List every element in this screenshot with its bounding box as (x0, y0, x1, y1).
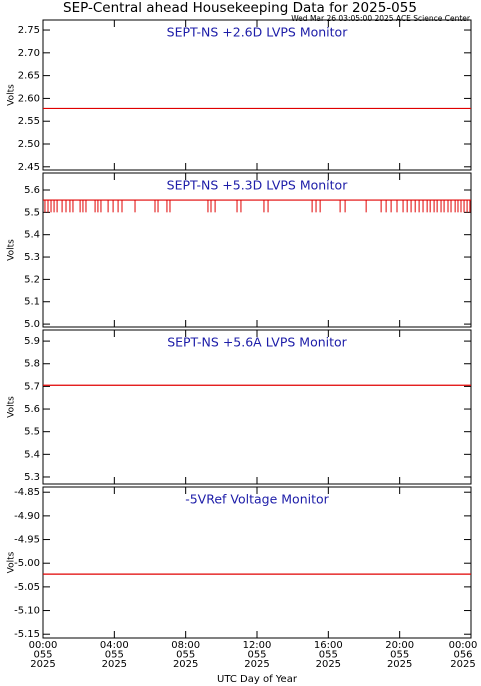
y-tick-label: 5.3 (24, 472, 40, 483)
y-tick-label: 2.55 (18, 116, 40, 127)
y-tick-label: 5.7 (24, 381, 40, 392)
y-tick-label: 5.4 (24, 230, 40, 241)
x-tick-label: 2025 (102, 659, 127, 670)
x-tick-label: 2025 (173, 659, 198, 670)
panel-title: -5VRef Voltage Monitor (185, 492, 329, 507)
x-tick-label: 055 (33, 650, 52, 661)
y-tick-label: -4.95 (14, 535, 40, 546)
panel-frame (42, 19, 472, 171)
y-tick-label: 2.65 (18, 71, 40, 82)
y-tick-label: -5.05 (14, 582, 40, 593)
x-tick-label: 055 (105, 650, 124, 661)
y-tick-label: 2.50 (18, 139, 40, 150)
x-tick-label: 08:00 (171, 640, 200, 651)
y-tick-label: 5.2 (24, 274, 40, 285)
x-tick-label: 12:00 (243, 640, 272, 651)
y-tick-label: 2.45 (18, 162, 40, 173)
y-axis-label: Volts (7, 239, 17, 261)
x-tick-label: 16:00 (314, 640, 343, 651)
panel-frame (42, 486, 472, 639)
y-tick-label: 5.5 (24, 207, 40, 218)
y-tick-label: 5.1 (24, 297, 40, 308)
y-axis-label: Volts (7, 84, 17, 106)
x-tick-label: 20:00 (385, 640, 414, 651)
y-tick-label: 5.6 (24, 185, 40, 196)
y-tick-label: -4.85 (14, 487, 40, 498)
panel-title: SEPT-NS +2.6D LVPS Monitor (167, 25, 349, 40)
x-tick-label: 056 (453, 650, 472, 661)
panel-title: SEPT-NS +5.3D LVPS Monitor (167, 178, 349, 193)
y-tick-label: 2.70 (18, 48, 40, 59)
x-axis-label: UTC Day of Year (217, 674, 298, 685)
y-tick-label: 2.60 (18, 93, 40, 104)
y-tick-label: 5.9 (24, 336, 40, 347)
y-tick-label: 5.0 (24, 319, 40, 330)
x-tick-label: 2025 (387, 659, 412, 670)
y-tick-label: 5.5 (24, 427, 40, 438)
x-tick-label: 055 (390, 650, 409, 661)
y-axis-label: Volts (7, 396, 17, 418)
y-tick-label: 5.8 (24, 359, 40, 370)
y-tick-label: 5.4 (24, 449, 40, 460)
x-tick-label: 2025 (316, 659, 341, 670)
x-tick-label: 055 (176, 650, 195, 661)
x-tick-label: 2025 (244, 659, 269, 670)
y-axis-label: Volts (7, 551, 17, 573)
y-tick-label: -5.15 (14, 629, 40, 640)
y-tick-label: 5.6 (24, 404, 40, 415)
x-tick-label: 055 (319, 650, 338, 661)
panel-frame (42, 329, 472, 485)
chart-title: SEP-Central ahead Housekeeping Data for … (63, 0, 417, 16)
x-tick-label: 2025 (30, 659, 55, 670)
chart-subtitle: Wed Mar 26 03:05:00 2025 ACE Science Cen… (291, 14, 471, 23)
panel-title: SEPT-NS +5.6A LVPS Monitor (167, 335, 347, 350)
x-tick-label: 055 (247, 650, 266, 661)
y-tick-label: 5.3 (24, 252, 40, 263)
y-tick-label: -4.90 (14, 511, 40, 522)
panel-frame (42, 172, 472, 328)
x-tick-label: 00:00 (29, 640, 58, 651)
y-tick-label: -5.10 (14, 606, 40, 617)
y-tick-label: -5.00 (14, 558, 40, 569)
y-tick-label: 2.75 (18, 25, 40, 36)
x-tick-label: 04:00 (100, 640, 129, 651)
x-tick-label: 00:00 (449, 640, 478, 651)
x-tick-label: 2025 (450, 659, 475, 670)
